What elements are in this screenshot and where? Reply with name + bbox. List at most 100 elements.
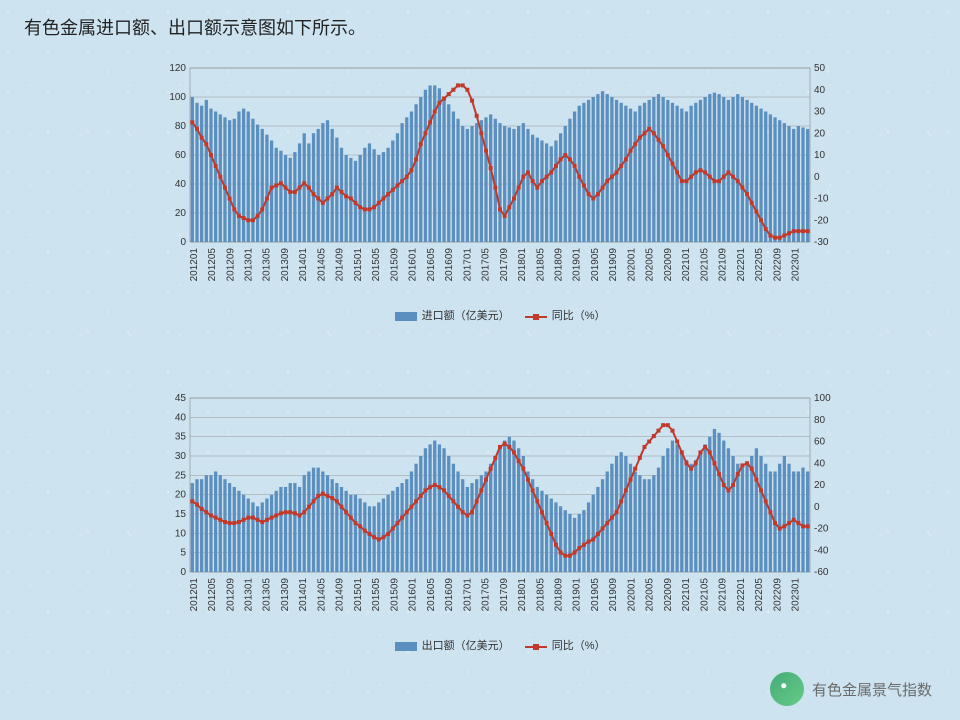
svg-text:202301: 202301	[791, 578, 802, 612]
svg-text:202109: 202109	[718, 248, 729, 282]
svg-text:202205: 202205	[754, 248, 765, 282]
export-chart: 051015202530354045-60-40-200204060801002…	[150, 390, 850, 653]
watermark-label: 有色金属景气指数	[812, 679, 932, 700]
svg-text:201901: 201901	[572, 578, 583, 612]
watermark: 有色金属景气指数	[770, 672, 932, 706]
svg-text:201509: 201509	[389, 578, 400, 612]
svg-text:201201: 201201	[189, 578, 200, 612]
export-legend-line-label: 同比（%）	[552, 640, 606, 652]
svg-text:202105: 202105	[699, 248, 710, 282]
svg-text:0: 0	[814, 502, 820, 513]
bar-swatch-icon	[395, 642, 417, 651]
svg-text:20: 20	[175, 208, 187, 219]
svg-text:201801: 201801	[517, 248, 528, 282]
svg-text:201209: 201209	[225, 578, 236, 612]
svg-text:201709: 201709	[499, 578, 510, 612]
svg-text:202009: 202009	[663, 578, 674, 612]
svg-text:201601: 201601	[408, 248, 419, 282]
svg-text:25: 25	[175, 470, 187, 481]
svg-text:30: 30	[814, 107, 826, 118]
svg-text:202205: 202205	[754, 578, 765, 612]
svg-text:202005: 202005	[645, 578, 656, 612]
import-legend-bar-label: 进口额（亿美元）	[422, 310, 510, 322]
svg-text:40: 40	[814, 85, 826, 96]
svg-text:201209: 201209	[225, 248, 236, 282]
line-swatch-icon	[525, 642, 547, 651]
svg-text:40: 40	[814, 458, 826, 469]
svg-text:201909: 201909	[608, 248, 619, 282]
svg-text:201709: 201709	[499, 248, 510, 282]
svg-text:202101: 202101	[681, 248, 692, 282]
svg-text:0: 0	[180, 567, 186, 578]
svg-text:-30: -30	[814, 237, 829, 248]
svg-text:-20: -20	[814, 524, 829, 535]
import-chart-svg: 020406080100120-30-20-100102030405020120…	[150, 60, 850, 300]
svg-text:30: 30	[175, 451, 187, 462]
svg-text:201401: 201401	[298, 248, 309, 282]
svg-text:0: 0	[814, 172, 820, 183]
svg-text:201909: 201909	[608, 578, 619, 612]
export-legend-bar-label: 出口额（亿美元）	[422, 640, 510, 652]
svg-text:10: 10	[175, 528, 187, 539]
svg-text:201509: 201509	[389, 248, 400, 282]
svg-text:202101: 202101	[681, 578, 692, 612]
svg-text:201409: 201409	[335, 578, 346, 612]
svg-text:-20: -20	[814, 215, 829, 226]
svg-text:201405: 201405	[316, 578, 327, 612]
svg-text:201809: 201809	[553, 248, 564, 282]
svg-text:202001: 202001	[626, 578, 637, 612]
svg-text:60: 60	[814, 437, 826, 448]
svg-text:202301: 202301	[791, 248, 802, 282]
svg-text:201905: 201905	[590, 578, 601, 612]
svg-text:201701: 201701	[462, 578, 473, 612]
svg-text:201805: 201805	[535, 578, 546, 612]
svg-text:20: 20	[814, 480, 826, 491]
svg-text:201601: 201601	[408, 578, 419, 612]
svg-text:201301: 201301	[243, 248, 254, 282]
svg-text:201301: 201301	[243, 578, 254, 612]
svg-text:201309: 201309	[280, 248, 291, 282]
svg-text:35: 35	[175, 432, 187, 443]
svg-text:202109: 202109	[718, 578, 729, 612]
svg-text:201305: 201305	[262, 248, 273, 282]
svg-text:202001: 202001	[626, 248, 637, 282]
svg-text:-40: -40	[814, 545, 829, 556]
svg-text:10: 10	[814, 150, 826, 161]
import-legend-line-label: 同比（%）	[552, 310, 606, 322]
svg-text:201801: 201801	[517, 578, 528, 612]
svg-text:202005: 202005	[645, 248, 656, 282]
svg-text:201501: 201501	[353, 248, 364, 282]
svg-text:201201: 201201	[189, 248, 200, 282]
svg-text:201401: 201401	[298, 578, 309, 612]
svg-text:201505: 201505	[371, 248, 382, 282]
svg-text:40: 40	[175, 179, 187, 190]
import-chart-legend: 进口额（亿美元） 同比（%）	[150, 307, 850, 323]
svg-text:201205: 201205	[207, 578, 218, 612]
svg-text:202009: 202009	[663, 248, 674, 282]
svg-text:201409: 201409	[335, 248, 346, 282]
svg-text:201305: 201305	[262, 578, 273, 612]
svg-text:201205: 201205	[207, 248, 218, 282]
svg-text:60: 60	[175, 150, 187, 161]
svg-text:100: 100	[169, 92, 186, 103]
svg-text:-60: -60	[814, 567, 829, 578]
svg-text:20: 20	[814, 128, 826, 139]
svg-text:201701: 201701	[462, 248, 473, 282]
svg-text:202201: 202201	[736, 578, 747, 612]
svg-text:201605: 201605	[426, 248, 437, 282]
svg-text:201901: 201901	[572, 248, 583, 282]
export-chart-legend: 出口额（亿美元） 同比（%）	[150, 637, 850, 653]
svg-text:120: 120	[169, 63, 186, 74]
svg-text:201705: 201705	[481, 578, 492, 612]
svg-text:201505: 201505	[371, 578, 382, 612]
svg-text:5: 5	[180, 548, 186, 559]
page-title: 有色金属进口额、出口额示意图如下所示。	[24, 14, 366, 40]
svg-text:202201: 202201	[736, 248, 747, 282]
svg-text:201609: 201609	[444, 248, 455, 282]
svg-text:202209: 202209	[772, 248, 783, 282]
svg-text:201609: 201609	[444, 578, 455, 612]
svg-text:201805: 201805	[535, 248, 546, 282]
svg-text:80: 80	[175, 121, 187, 132]
import-chart: 020406080100120-30-20-100102030405020120…	[150, 60, 850, 323]
svg-text:40: 40	[175, 412, 187, 423]
